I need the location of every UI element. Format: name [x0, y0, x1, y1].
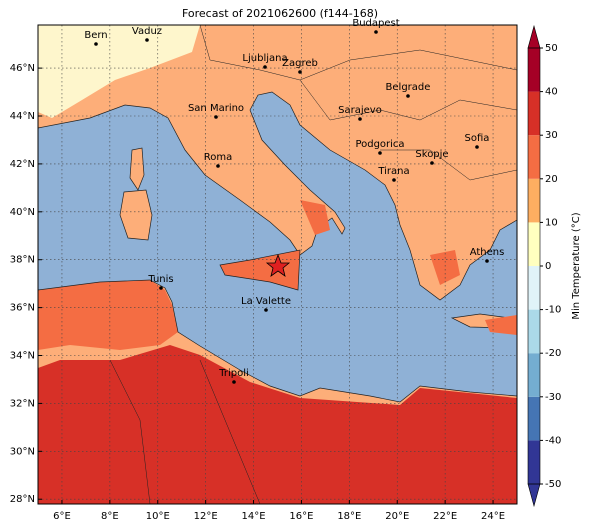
colorbar-tick-label: -20 — [545, 348, 561, 359]
city-label: Sarajevo — [338, 105, 382, 116]
city-label: Tripoli — [218, 368, 249, 379]
city-label: Podgorica — [355, 139, 404, 150]
lat-tick-label: 42°N — [10, 159, 35, 170]
lon-tick-label: 10°E — [146, 511, 170, 522]
city-dot — [378, 151, 382, 155]
city-label: Tirana — [377, 166, 409, 177]
lon-tick-label: 12°E — [194, 511, 218, 522]
sahara-hot — [38, 345, 517, 504]
lon-tick-label: 8°E — [101, 511, 119, 522]
city-label: Budapest — [352, 18, 399, 29]
city-dot — [232, 380, 236, 384]
city-dot — [485, 259, 489, 263]
city-dot — [216, 164, 220, 168]
colorbar-tick-label: -40 — [545, 435, 561, 446]
colorbar-bin — [528, 353, 540, 397]
lon-tick-label: 18°E — [337, 511, 361, 522]
colorbar-bin — [528, 309, 540, 354]
star-marker — [265, 253, 291, 277]
colorbar-bin — [528, 440, 540, 484]
colorbar-arrow-low — [527, 483, 541, 508]
city-dot — [430, 161, 434, 165]
colorbar-bin — [528, 266, 540, 310]
city-label: Belgrade — [386, 82, 431, 93]
map-title: Forecast of 2021062600 (f144-168) — [182, 7, 378, 20]
colorbar-tick-label: 0 — [545, 261, 551, 272]
colorbar-tick-label: -10 — [545, 305, 561, 316]
city-label: Ljubljana — [242, 53, 287, 64]
city-label: Athens — [470, 247, 505, 258]
city-label: Vaduz — [132, 26, 162, 37]
city-label: Bern — [84, 30, 107, 41]
colorbar-bin — [528, 396, 540, 441]
city-label: Tunis — [147, 274, 173, 285]
city-label: Sofia — [465, 133, 490, 144]
city-label: Zagreb — [282, 58, 318, 69]
lat-tick-label: 38°N — [10, 255, 35, 266]
lat-tick-label: 36°N — [10, 303, 35, 314]
lat-tick-label: 40°N — [10, 207, 35, 218]
colorbar: -50 -40 -30 -20 -10 0 10 20 30 40 50 — [527, 24, 561, 508]
map-area — [38, 25, 517, 504]
lon-tick-label: 14°E — [242, 511, 266, 522]
lon-tick-label: 22°E — [433, 511, 457, 522]
lon-tick-label: 6°E — [53, 511, 71, 522]
city-dot — [264, 308, 268, 312]
colorbar-tick-label: 50 — [545, 43, 558, 54]
city-label: Skopje — [415, 149, 448, 160]
lat-tick-label: 32°N — [10, 398, 35, 409]
city-dot — [374, 30, 378, 34]
city-dot — [358, 117, 362, 121]
colorbar-bin — [528, 91, 540, 136]
lat-tick-label: 46°N — [10, 63, 35, 74]
colorbar-tick-label: -50 — [545, 479, 561, 490]
lat-tick-label: 28°N — [10, 494, 35, 505]
city-dot — [145, 38, 149, 42]
colorbar-bin — [528, 222, 540, 266]
lon-tick-label: 24°E — [481, 511, 505, 522]
city-dot — [406, 94, 410, 98]
colorbar-tick-label: 20 — [545, 174, 558, 185]
colorbar-tick-label: -30 — [545, 392, 561, 403]
borders — [109, 25, 517, 504]
city-dot — [159, 286, 163, 290]
city-dot — [475, 145, 479, 149]
colorbar-tick-label: 10 — [545, 217, 558, 228]
colorbar-bin — [528, 48, 540, 92]
colorbar-arrow-high — [527, 24, 541, 49]
city-label: La Valette — [241, 296, 291, 307]
colorbar-tick-label: 30 — [545, 130, 558, 141]
lon-tick-label: 20°E — [385, 511, 409, 522]
city-dot — [263, 65, 267, 69]
city-dot — [214, 115, 218, 119]
colorbar-label: Min Temperature (°C) — [571, 212, 582, 319]
city-label: San Marino — [188, 103, 244, 114]
sardinia — [119, 189, 153, 241]
colorbar-tick-label: 40 — [545, 87, 558, 98]
calabria-warm — [300, 200, 330, 235]
colorbar-bin — [528, 135, 540, 179]
city-dot — [298, 70, 302, 74]
city-label: Roma — [204, 152, 233, 163]
city-dot — [94, 42, 98, 46]
map-frame — [37, 24, 518, 505]
lon-tick-label: 16°E — [289, 511, 313, 522]
algeria-warm — [38, 280, 178, 350]
lat-tick-label: 30°N — [10, 446, 35, 457]
lat-tick-label: 34°N — [10, 351, 35, 362]
city-dot — [392, 178, 396, 182]
alps — [38, 25, 200, 118]
lat-tick-label: 44°N — [10, 111, 35, 122]
greece-warm — [430, 250, 460, 285]
colorbar-bin — [528, 178, 540, 223]
corsica — [129, 147, 145, 191]
